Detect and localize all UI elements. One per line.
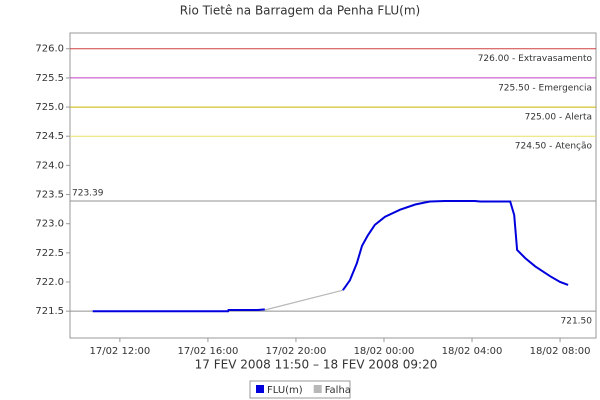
chart-title: Rio Tietê na Barragem da Penha FLU(m) bbox=[180, 4, 420, 18]
x-tick-label: 18/02 00:00 bbox=[354, 346, 415, 357]
legend-label: Falha bbox=[325, 385, 351, 396]
legend-swatch bbox=[256, 385, 264, 393]
y-tick-label: 726.0 bbox=[35, 44, 64, 55]
y-tick-label: 721.5 bbox=[35, 306, 64, 317]
legend bbox=[249, 380, 351, 399]
y-tick-label: 723.5 bbox=[35, 190, 64, 201]
plot-area bbox=[69, 32, 597, 339]
reference-label: 726.00 - Extravasamento bbox=[478, 54, 593, 64]
reference-label: 723.39 bbox=[72, 188, 104, 198]
y-tick-label: 722.5 bbox=[35, 248, 64, 259]
legend-label: FLU(m) bbox=[267, 385, 303, 396]
reference-label: 725.00 - Alerta bbox=[525, 113, 592, 123]
series-line bbox=[92, 200, 569, 313]
x-tick-label: 17/02 16:00 bbox=[178, 346, 239, 357]
x-tick-label: 17/02 20:00 bbox=[266, 346, 327, 357]
reference-label: 724.50 - Atenção bbox=[515, 142, 593, 152]
x-tick-label: 17/02 12:00 bbox=[89, 346, 150, 357]
y-tick-label: 725.0 bbox=[35, 102, 64, 113]
x-axis-title: 17 FEV 2008 11:50 – 18 FEV 2008 09:20 bbox=[195, 358, 438, 372]
reference-label: 725.50 - Emergencia bbox=[498, 83, 592, 93]
x-tick-label: 18/02 04:00 bbox=[442, 346, 503, 357]
y-tick-label: 724.5 bbox=[35, 131, 64, 142]
y-tick-label: 725.5 bbox=[35, 73, 64, 84]
y-tick-label: 724.0 bbox=[35, 160, 64, 171]
reference-label: 721.50 bbox=[561, 317, 593, 327]
legend-swatch bbox=[313, 385, 322, 393]
y-tick-label: 722.0 bbox=[35, 277, 64, 288]
y-tick-label: 723.0 bbox=[35, 219, 64, 230]
series-line bbox=[264, 289, 344, 311]
x-tick-label: 18/02 08:00 bbox=[530, 346, 591, 357]
